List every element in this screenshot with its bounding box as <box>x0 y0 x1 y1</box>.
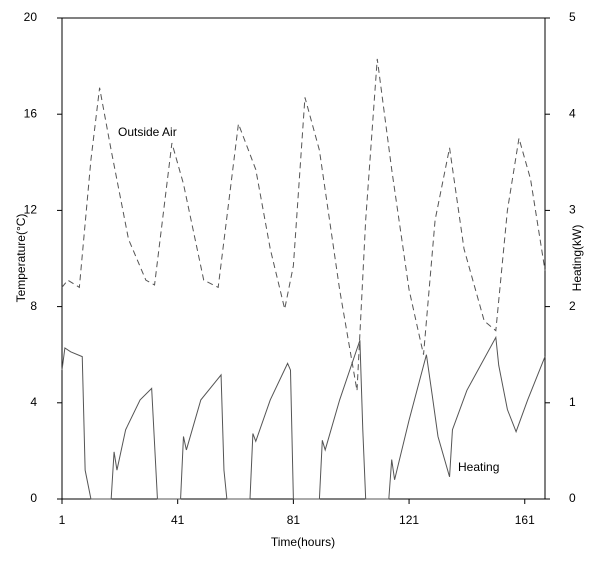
series-label: Heating <box>458 460 499 474</box>
y2-axis-label: Heating(kW) <box>570 225 584 292</box>
y-tick-label: 12 <box>24 203 38 217</box>
y-tick-label: 0 <box>30 491 37 505</box>
y2-tick-label: 3 <box>569 203 576 217</box>
y-tick-label: 8 <box>30 299 37 313</box>
y-tick-label: 20 <box>24 10 38 24</box>
series-label: Outside Air <box>118 125 177 139</box>
y2-tick-label: 4 <box>569 106 576 120</box>
y-tick-label: 16 <box>24 106 38 120</box>
y-tick-label: 4 <box>30 395 37 409</box>
y2-tick-label: 5 <box>569 10 576 24</box>
x-tick-label: 1 <box>59 513 66 527</box>
series-line <box>61 335 546 500</box>
x-tick-label: 81 <box>287 513 301 527</box>
x-tick-label: 161 <box>515 513 535 527</box>
y2-tick-label: 0 <box>569 491 576 505</box>
y2-tick-label: 1 <box>569 395 576 409</box>
x-axis-label: Time(hours) <box>271 535 335 549</box>
x-tick-label: 41 <box>171 513 185 527</box>
series-line <box>61 58 546 391</box>
x-tick-label: 121 <box>399 513 419 527</box>
y-axis-label: Temperature(°C) <box>14 214 28 303</box>
y2-tick-label: 2 <box>569 299 576 313</box>
